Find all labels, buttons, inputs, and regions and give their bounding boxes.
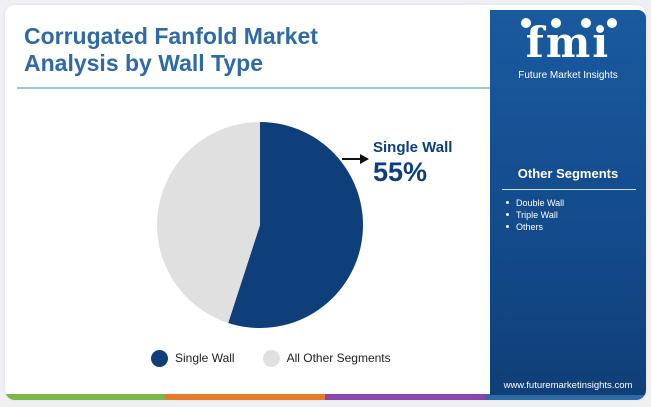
list-item: Triple Wall	[504, 209, 564, 221]
bottom-bar-green	[5, 394, 165, 400]
bottom-bar-purple	[325, 394, 485, 400]
pie-slice-all-other-segments	[157, 122, 260, 323]
other-segments-heading: Other Segments	[517, 166, 619, 181]
legend-item-single-wall: Single Wall	[151, 349, 235, 367]
chart-card: Corrugated Fanfold Market Analysis by Wa…	[5, 5, 646, 400]
pie-slice-single-wall	[228, 122, 363, 329]
chart-legend: Single Wall All Other Segments	[151, 348, 419, 368]
annotation-value: 55%	[373, 157, 428, 187]
legend-item-other: All Other Segments	[262, 349, 391, 367]
logo-subtitle: Future Market Insights	[518, 70, 618, 81]
pie-chart	[157, 122, 369, 329]
legend-label-other: All Other Segments	[286, 351, 391, 365]
arrow-head-icon	[360, 154, 369, 164]
bottom-bar-blue	[485, 394, 646, 400]
title-divider	[17, 87, 492, 89]
logo: fmi	[525, 18, 611, 67]
title-line-1: Corrugated Fanfold Market	[24, 23, 318, 49]
legend-swatch-single-wall	[151, 349, 168, 367]
fmi-logo-icon	[521, 18, 617, 28]
list-item: Double Wall	[504, 197, 564, 209]
legend-swatch-other	[262, 349, 280, 367]
annotation-label: Single Wall	[373, 139, 453, 156]
sidebar-divider	[502, 189, 636, 190]
legend-label-single-wall: Single Wall	[175, 351, 235, 365]
sidebar-panel: fmi Future Market Insights Other Segment…	[490, 10, 646, 395]
list-item: Others	[504, 221, 564, 233]
bottom-color-bar	[5, 394, 646, 400]
other-segments-list: Double Wall Triple Wall Others	[504, 197, 564, 233]
title-line-2: Analysis by Wall Type	[24, 50, 264, 76]
page-title: Corrugated Fanfold Market Analysis by Wa…	[24, 23, 464, 77]
bottom-bar-orange	[165, 394, 325, 400]
website-url: www.futuremarketinsights.com	[503, 380, 633, 391]
